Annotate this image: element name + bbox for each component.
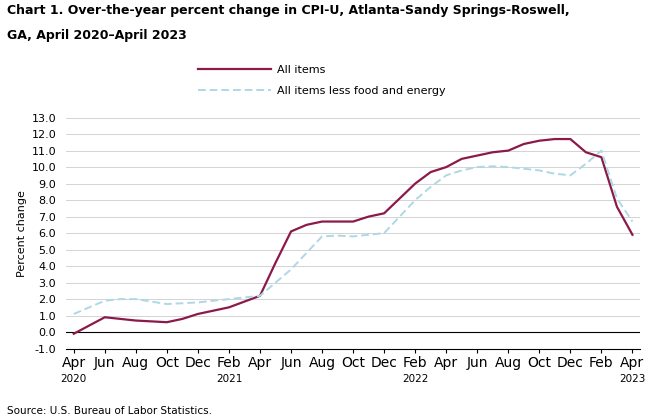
All items [613,204,621,209]
All items [85,323,93,328]
Text: 2023: 2023 [619,374,645,383]
All items [597,155,605,160]
All items [147,319,155,324]
All items less food and energy [582,161,590,166]
All items [520,142,528,147]
All items less food and energy [489,164,497,169]
All items [582,150,590,155]
Line: All items: All items [74,139,632,334]
All items [380,211,388,216]
Text: All items less food and energy: All items less food and energy [277,86,446,96]
All items [70,331,78,336]
All items [349,219,357,224]
All items less food and energy [302,250,310,255]
All items [411,181,419,186]
All items [271,260,279,265]
All items [551,136,559,142]
All items [132,318,140,323]
All items less food and energy [535,168,543,173]
All items less food and energy [628,219,636,224]
All items less food and energy [333,233,341,238]
All items [256,293,264,298]
All items [535,138,543,143]
All items less food and energy [427,184,435,189]
All items [396,196,404,201]
All items [365,214,373,219]
All items less food and energy [287,267,295,272]
Line: All items less food and energy: All items less food and energy [74,151,632,314]
All items less food and energy [85,305,93,310]
All items less food and energy [225,297,233,302]
All items less food and energy [597,148,605,153]
Text: GA, April 2020–April 2023: GA, April 2020–April 2023 [7,29,186,42]
All items [101,315,109,320]
All items [287,229,295,234]
All items less food and energy [551,171,559,176]
All items [458,156,466,161]
All items less food and energy [132,297,140,302]
All items [333,219,341,224]
All items less food and energy [318,234,326,239]
All items [489,150,497,155]
All items less food and energy [240,295,248,300]
All items [163,320,171,325]
All items less food and energy [271,280,279,285]
All items less food and energy [349,234,357,239]
Text: 2022: 2022 [402,374,428,383]
All items less food and energy [396,214,404,219]
All items less food and energy [520,166,528,171]
All items less food and energy [442,173,450,178]
All items less food and energy [380,231,388,236]
All items less food and energy [613,196,621,201]
All items less food and energy [566,173,574,178]
All items [178,316,186,321]
Text: 2021: 2021 [216,374,242,383]
All items less food and energy [209,298,217,303]
All items [116,316,124,321]
Y-axis label: Percent change: Percent change [17,190,27,276]
All items [473,153,481,158]
All items less food and energy [365,232,373,237]
All items less food and energy [178,301,186,306]
All items less food and energy [256,293,264,298]
All items [566,136,574,142]
All items [209,308,217,313]
All items less food and energy [194,300,202,305]
All items [240,299,248,304]
All items [504,148,512,153]
All items [318,219,326,224]
All items less food and energy [411,197,419,202]
All items less food and energy [147,299,155,304]
All items less food and energy [70,311,78,317]
Text: Source: U.S. Bureau of Labor Statistics.: Source: U.S. Bureau of Labor Statistics. [7,406,212,416]
All items less food and energy [458,168,466,173]
All items [225,305,233,310]
All items less food and energy [163,302,171,307]
Text: Chart 1. Over-the-year percent change in CPI-U, Atlanta-Sandy Springs-Roswell,: Chart 1. Over-the-year percent change in… [7,4,569,17]
Text: 2020: 2020 [61,374,87,383]
All items [442,165,450,170]
All items [302,222,310,227]
Text: All items: All items [277,65,325,75]
All items less food and energy [473,165,481,170]
All items less food and energy [504,165,512,170]
All items [628,232,636,237]
All items less food and energy [116,297,124,302]
All items [194,311,202,317]
All items [427,170,435,175]
All items less food and energy [101,298,109,303]
